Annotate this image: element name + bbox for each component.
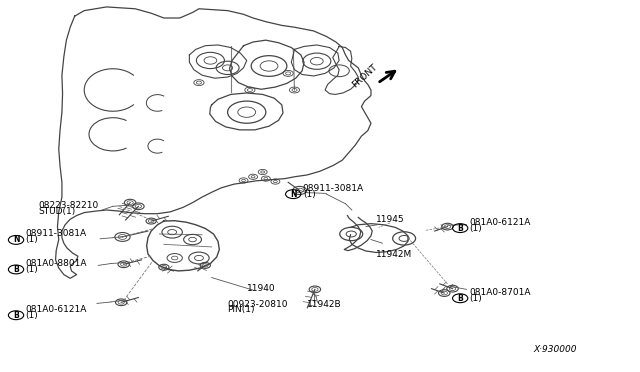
Polygon shape: [349, 224, 408, 253]
Text: 081A0-8801A: 081A0-8801A: [25, 259, 86, 268]
Text: 11942M: 11942M: [376, 250, 412, 259]
Text: N: N: [290, 190, 296, 199]
Text: B: B: [458, 294, 463, 303]
Text: 08223-82210: 08223-82210: [38, 201, 99, 210]
Text: STUD(1): STUD(1): [38, 207, 76, 216]
Text: (1): (1): [25, 265, 38, 274]
Text: B: B: [13, 311, 19, 320]
Text: 11942B: 11942B: [307, 299, 342, 309]
Text: FRONT: FRONT: [351, 62, 380, 89]
Text: PIN(1): PIN(1): [228, 305, 255, 314]
Text: (1): (1): [25, 235, 38, 244]
Text: (1): (1): [25, 311, 38, 320]
Text: X·930000: X·930000: [534, 345, 577, 354]
Text: 11945: 11945: [376, 215, 404, 224]
Text: (1): (1): [303, 190, 316, 199]
Text: 00923-20810: 00923-20810: [228, 299, 288, 309]
Text: B: B: [458, 224, 463, 232]
Text: 11940: 11940: [246, 284, 275, 293]
Text: 081A0-8701A: 081A0-8701A: [470, 288, 531, 297]
Polygon shape: [344, 215, 372, 251]
Text: B: B: [13, 265, 19, 274]
Polygon shape: [56, 7, 371, 278]
Text: (1): (1): [470, 294, 483, 303]
Text: 08911-3081A: 08911-3081A: [25, 230, 86, 238]
Text: (1): (1): [470, 224, 483, 232]
Text: 081A0-6121A: 081A0-6121A: [470, 218, 531, 227]
Text: 081A0-6121A: 081A0-6121A: [25, 305, 86, 314]
Text: 08911-3081A: 08911-3081A: [303, 184, 364, 193]
Text: N: N: [13, 235, 19, 244]
Polygon shape: [147, 221, 220, 271]
